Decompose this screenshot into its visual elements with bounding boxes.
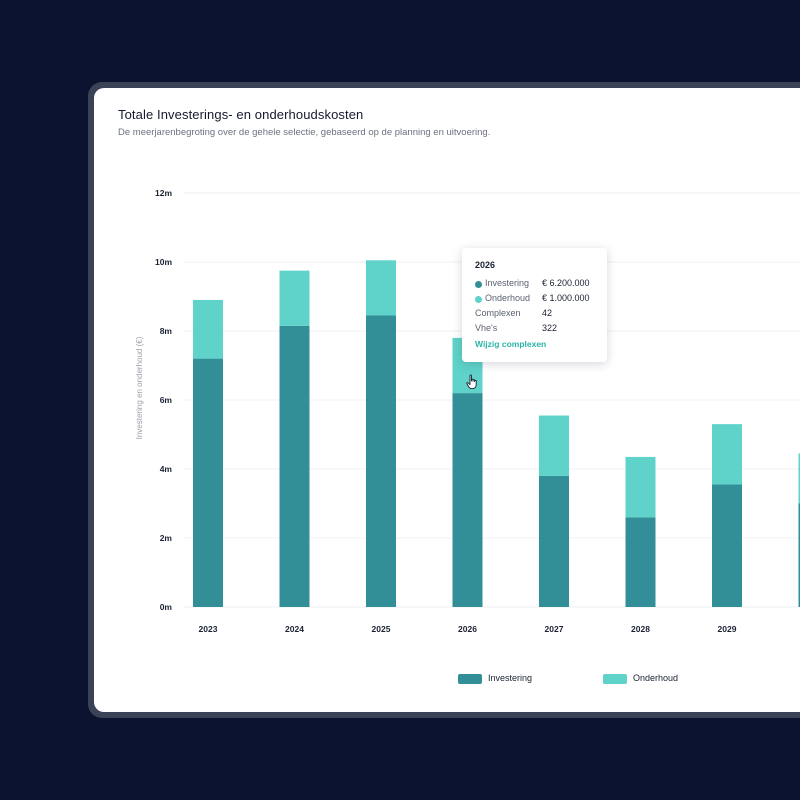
- tooltip-value: 322: [542, 323, 558, 333]
- tooltip-label: Complexen: [475, 308, 521, 318]
- y-tick-label: 0m: [160, 602, 173, 612]
- x-tick-label: 2026: [458, 624, 477, 634]
- y-tick-label: 4m: [160, 464, 173, 474]
- hand-pointer-icon: [466, 374, 477, 390]
- bar-investering-2026[interactable]: [452, 393, 483, 607]
- stacked-bar-chart: 0m 2m 4m 6m 8m 10m 12m 2023 2024 2025 2026 2027 202…: [135, 188, 800, 634]
- tooltip-value: € 6.200.000: [542, 278, 590, 288]
- bar-onderhoud-2028[interactable]: [625, 456, 656, 518]
- bar-investering-2030[interactable]: [798, 503, 800, 608]
- bar-onderhoud-2023[interactable]: [193, 299, 223, 359]
- onderhoud-swatch-icon: [603, 674, 627, 684]
- tooltip-row-vhes: Vhe's 322: [475, 323, 600, 335]
- wijzig-complexen-link[interactable]: Wijzig complexen: [475, 339, 547, 349]
- bar-onderhoud-2024[interactable]: [279, 270, 310, 326]
- tooltip: 2026 Investering € 6.200.000 Onderhoud €…: [462, 248, 607, 362]
- x-tick-label: 2029: [718, 624, 737, 634]
- x-tick-label: 2024: [285, 624, 304, 634]
- y-axis-label: Investering en onderhoud (€): [135, 336, 144, 439]
- bar-investering-2028[interactable]: [625, 517, 656, 607]
- tooltip-row-onderhoud: Onderhoud € 1.000.000: [475, 293, 600, 305]
- tooltip-label: Onderhoud: [485, 293, 531, 303]
- bar-investering-2023[interactable]: [193, 358, 223, 607]
- bar-investering-2024[interactable]: [279, 325, 310, 607]
- tooltip-row-investering: Investering € 6.200.000: [475, 278, 600, 290]
- bar-onderhoud-2027[interactable]: [539, 415, 569, 476]
- bar-onderhoud-2030[interactable]: [798, 453, 800, 504]
- bar-onderhoud-2025[interactable]: [366, 260, 396, 316]
- card-title: Totale Investerings- en onderhoudskosten: [118, 107, 364, 122]
- bar-investering-2027[interactable]: [539, 475, 569, 607]
- x-tick-label: 2028: [631, 624, 650, 634]
- bar-investering-2029[interactable]: [712, 484, 742, 607]
- y-tick-label: 8m: [160, 326, 173, 336]
- tooltip-label: Vhe's: [475, 323, 498, 333]
- bar-investering-2025[interactable]: [366, 315, 396, 607]
- legend-label: Investering: [488, 673, 533, 683]
- y-tick-label: 10m: [155, 257, 172, 267]
- y-tick-label: 2m: [160, 533, 173, 543]
- x-tick-label: 2027: [545, 624, 564, 634]
- tooltip-value: € 1.000.000: [542, 293, 590, 303]
- x-axis-ticks: 20232024202520262027202820292030: [199, 624, 737, 634]
- chart-card: Totale Investerings- en onderhoudskosten…: [94, 88, 800, 712]
- investering-swatch-icon: [458, 674, 482, 684]
- legend-label: Onderhoud: [633, 673, 679, 683]
- y-axis-ticks: 0m 2m 4m 6m 8m 10m 12m: [155, 188, 172, 612]
- bar-onderhoud-2029[interactable]: [712, 424, 742, 485]
- tooltip-label: Investering: [485, 278, 530, 288]
- y-tick-label: 6m: [160, 395, 173, 405]
- tooltip-row-complexen: Complexen 42: [475, 308, 600, 320]
- y-tick-label: 12m: [155, 188, 172, 198]
- onderhoud-dot-icon: [475, 296, 482, 303]
- x-tick-label: 2023: [199, 624, 218, 634]
- investering-dot-icon: [475, 281, 482, 288]
- tooltip-value: 42: [542, 308, 553, 318]
- x-tick-label: 2025: [372, 624, 391, 634]
- bars: [193, 260, 800, 607]
- card-subtitle: De meerjarenbegroting over de gehele sel…: [118, 127, 491, 138]
- tooltip-year: 2026: [475, 260, 496, 270]
